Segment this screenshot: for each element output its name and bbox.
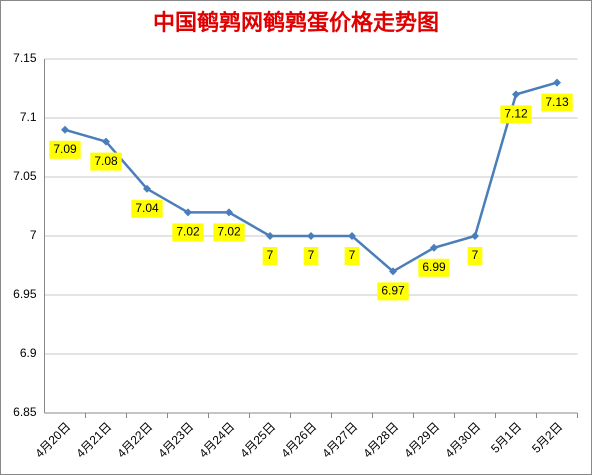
data-point <box>389 267 397 276</box>
data-label-group: 7.02 <box>172 223 204 242</box>
data-point <box>225 208 233 217</box>
data-point <box>143 184 151 193</box>
data-label: 7.04 <box>135 201 159 215</box>
data-label-group: 7 <box>303 247 319 265</box>
data-label-box <box>500 105 532 124</box>
data-label-group: 7.13 <box>541 93 573 112</box>
data-label-box <box>90 152 122 171</box>
data-label-group: 7.02 <box>213 223 245 242</box>
data-point <box>430 243 438 252</box>
data-label-group: 7.08 <box>90 152 122 171</box>
data-label-box <box>262 247 278 265</box>
data-label-group: 7 <box>467 247 483 265</box>
data-point <box>61 125 69 134</box>
y-tick-label: 7.1 <box>20 110 37 124</box>
data-label-box <box>303 247 319 265</box>
data-label-group: 7 <box>344 247 360 265</box>
data-label-group: 7.09 <box>49 140 81 159</box>
y-tick-label: 6.85 <box>13 405 37 419</box>
data-label: 7.13 <box>545 95 569 109</box>
data-label: 7 <box>308 248 315 262</box>
y-tick-label: 7.05 <box>13 169 37 183</box>
data-point <box>184 208 192 217</box>
data-label-group: 6.99 <box>418 258 450 277</box>
data-label: 6.97 <box>381 284 405 298</box>
data-label: 6.99 <box>422 260 446 274</box>
data-point <box>102 137 110 146</box>
data-point <box>348 232 356 240</box>
data-label: 7 <box>472 248 479 262</box>
data-point <box>512 90 520 99</box>
data-label: 7 <box>267 248 274 262</box>
data-label-box <box>467 247 483 265</box>
data-label-box <box>213 223 245 242</box>
data-label-group: 6.97 <box>377 282 409 301</box>
y-tick-label: 7 <box>30 228 37 242</box>
chart-title: 中国鹌鹑网鹌鹑蛋价格走势图 <box>153 10 439 36</box>
data-label-box <box>49 140 81 159</box>
data-label: 7.09 <box>53 142 77 156</box>
data-point <box>471 232 479 240</box>
data-point <box>307 232 315 240</box>
data-point <box>266 232 274 240</box>
data-label-box <box>541 93 573 112</box>
data-label-box <box>418 258 450 277</box>
data-label-group: 7 <box>262 247 278 265</box>
y-tick-label: 6.9 <box>20 346 37 360</box>
data-label: 7.02 <box>176 225 200 239</box>
y-tick-label: 6.95 <box>13 287 37 301</box>
data-label-box <box>131 199 163 218</box>
data-label-box <box>172 223 204 242</box>
data-label-box <box>377 282 409 301</box>
data-label-group: 7.12 <box>500 105 532 124</box>
data-point <box>553 78 561 87</box>
data-label: 7.12 <box>504 107 528 121</box>
data-label: 7.08 <box>94 154 118 168</box>
data-label-box <box>344 247 360 265</box>
data-label-group: 7.04 <box>131 199 163 218</box>
data-label: 7 <box>349 248 356 262</box>
data-label: 7.02 <box>217 225 241 239</box>
y-tick-label: 7.15 <box>13 51 37 65</box>
